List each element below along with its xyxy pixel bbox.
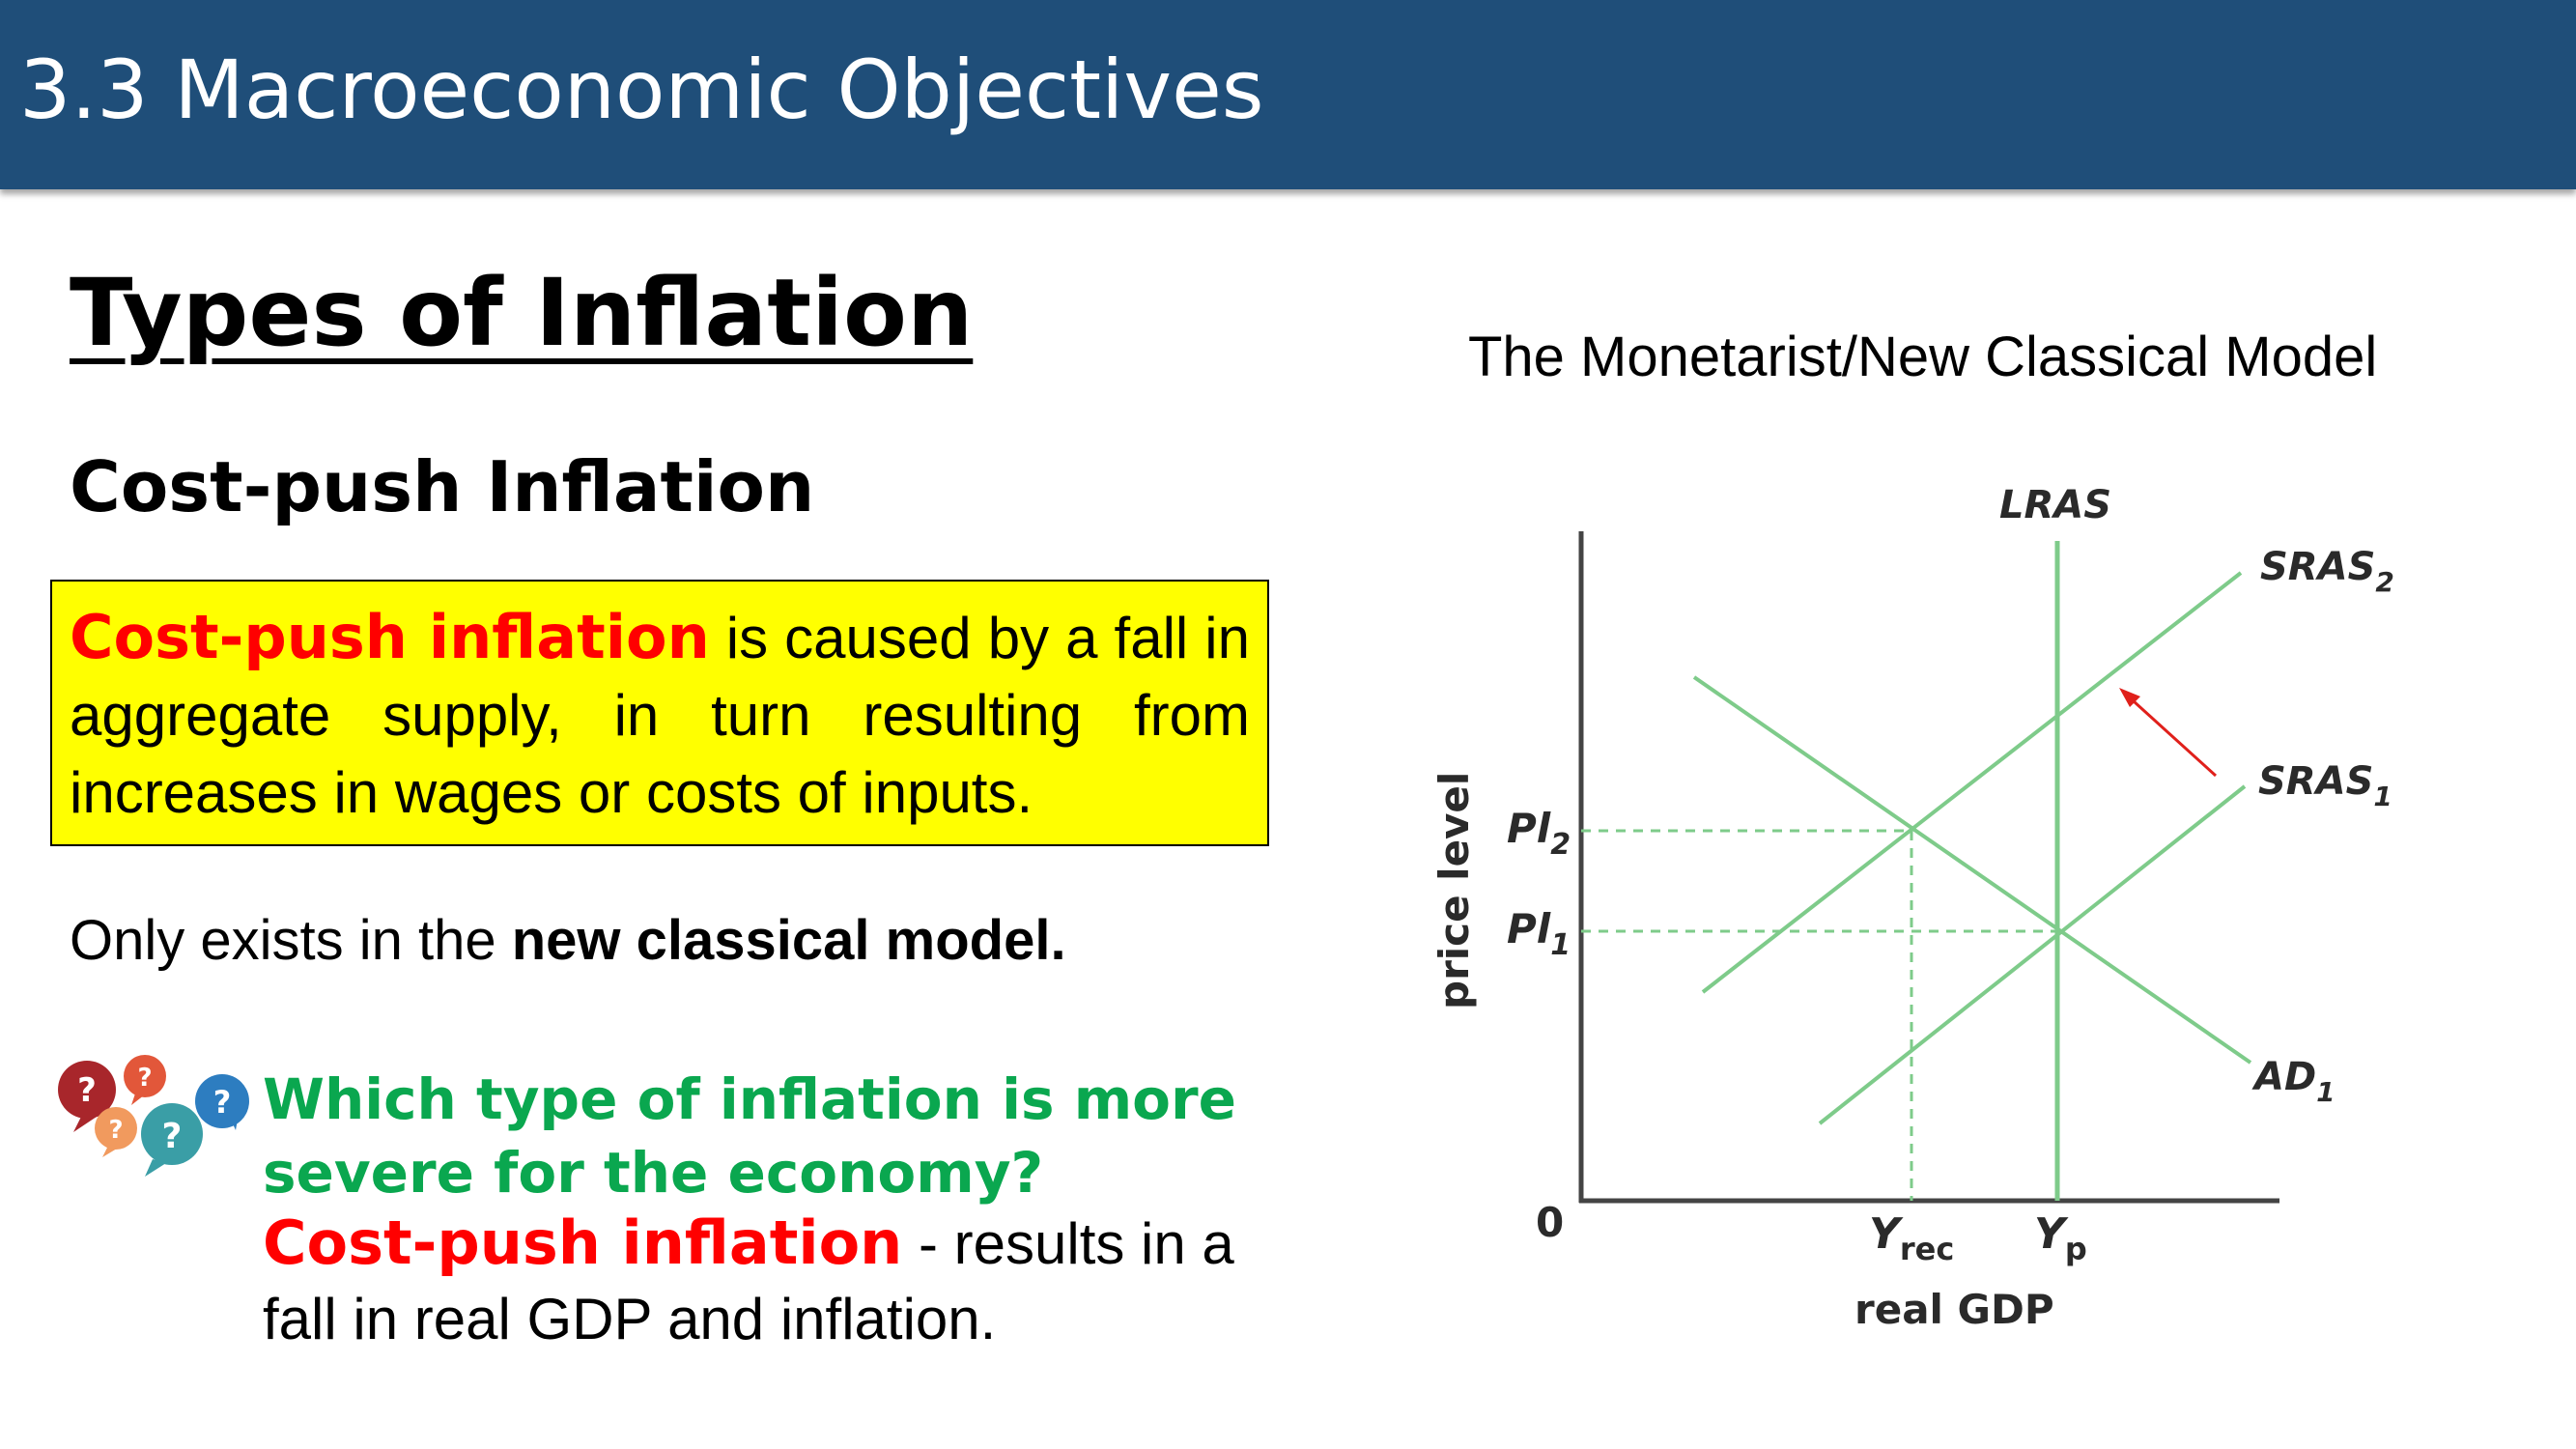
question-bubbles-icon: ? ? ? ? ? [58, 1055, 249, 1177]
svg-text:?: ? [213, 1084, 232, 1121]
ad1-label: AD1 [2251, 1055, 2335, 1108]
sras1-curve [1818, 784, 2247, 1125]
sras2-label: SRAS2 [2260, 545, 2394, 598]
svg-text:?: ? [162, 1117, 183, 1156]
header-bar: 3.3 Macroeconomic Objectives [0, 0, 2576, 189]
page-title: 3.3 Macroeconomic Objectives [19, 43, 1264, 137]
question-text: Which type of inflation is more severe f… [263, 1066, 1236, 1206]
x-axis-label: real GDP [1854, 1286, 2054, 1333]
subtitle: Cost-push Inflation [70, 446, 815, 527]
sras1-label: SRAS1 [2258, 759, 2392, 812]
pl1-tick: Pl1 [1507, 905, 1571, 962]
model-note: Only exists in the new classical model. [70, 908, 1066, 973]
note-prefix: Only exists in the [70, 909, 512, 972]
shift-arrow-head [2119, 688, 2140, 707]
shift-arrow [2121, 690, 2218, 778]
lras-label: LRAS [1999, 483, 2111, 527]
section-title: Types of Inflation [70, 259, 974, 367]
ad1-curve [1692, 675, 2252, 1065]
svg-text:?: ? [77, 1071, 97, 1110]
chart-title: The Monetarist/New Classical Model [1468, 326, 2378, 388]
sras2-curve [1701, 571, 2243, 994]
origin-label: 0 [1536, 1199, 1564, 1246]
note-bold: new classical model. [511, 909, 1066, 972]
svg-text:?: ? [108, 1116, 123, 1145]
definition-box: Cost-push inflation is caused by a fall … [50, 580, 1269, 846]
definition-text: Cost-push inflation is caused by a fall … [70, 599, 1250, 832]
definition-body: is caused by a fall in aggregate supply,… [70, 606, 1250, 825]
pl2-tick: Pl2 [1507, 805, 1571, 862]
svg-text:?: ? [137, 1064, 152, 1093]
answer-term: Cost-push inflation [263, 1208, 903, 1278]
answer-body: - results in a fall in real GDP and infl… [263, 1211, 1234, 1351]
yp-tick: Yp [2034, 1209, 2087, 1267]
yrec-tick: Yrec [1869, 1209, 1954, 1267]
y-axis-label: price level [1430, 772, 1478, 1009]
definition-term: Cost-push inflation [70, 602, 710, 672]
as-ad-chart: LRAS SRAS2 SRAS1 AD1 Pl2 Pl1 0 Yrec Yp r… [1430, 483, 2394, 1333]
answer-text: Cost-push inflation - results in a fall … [263, 1206, 1287, 1357]
